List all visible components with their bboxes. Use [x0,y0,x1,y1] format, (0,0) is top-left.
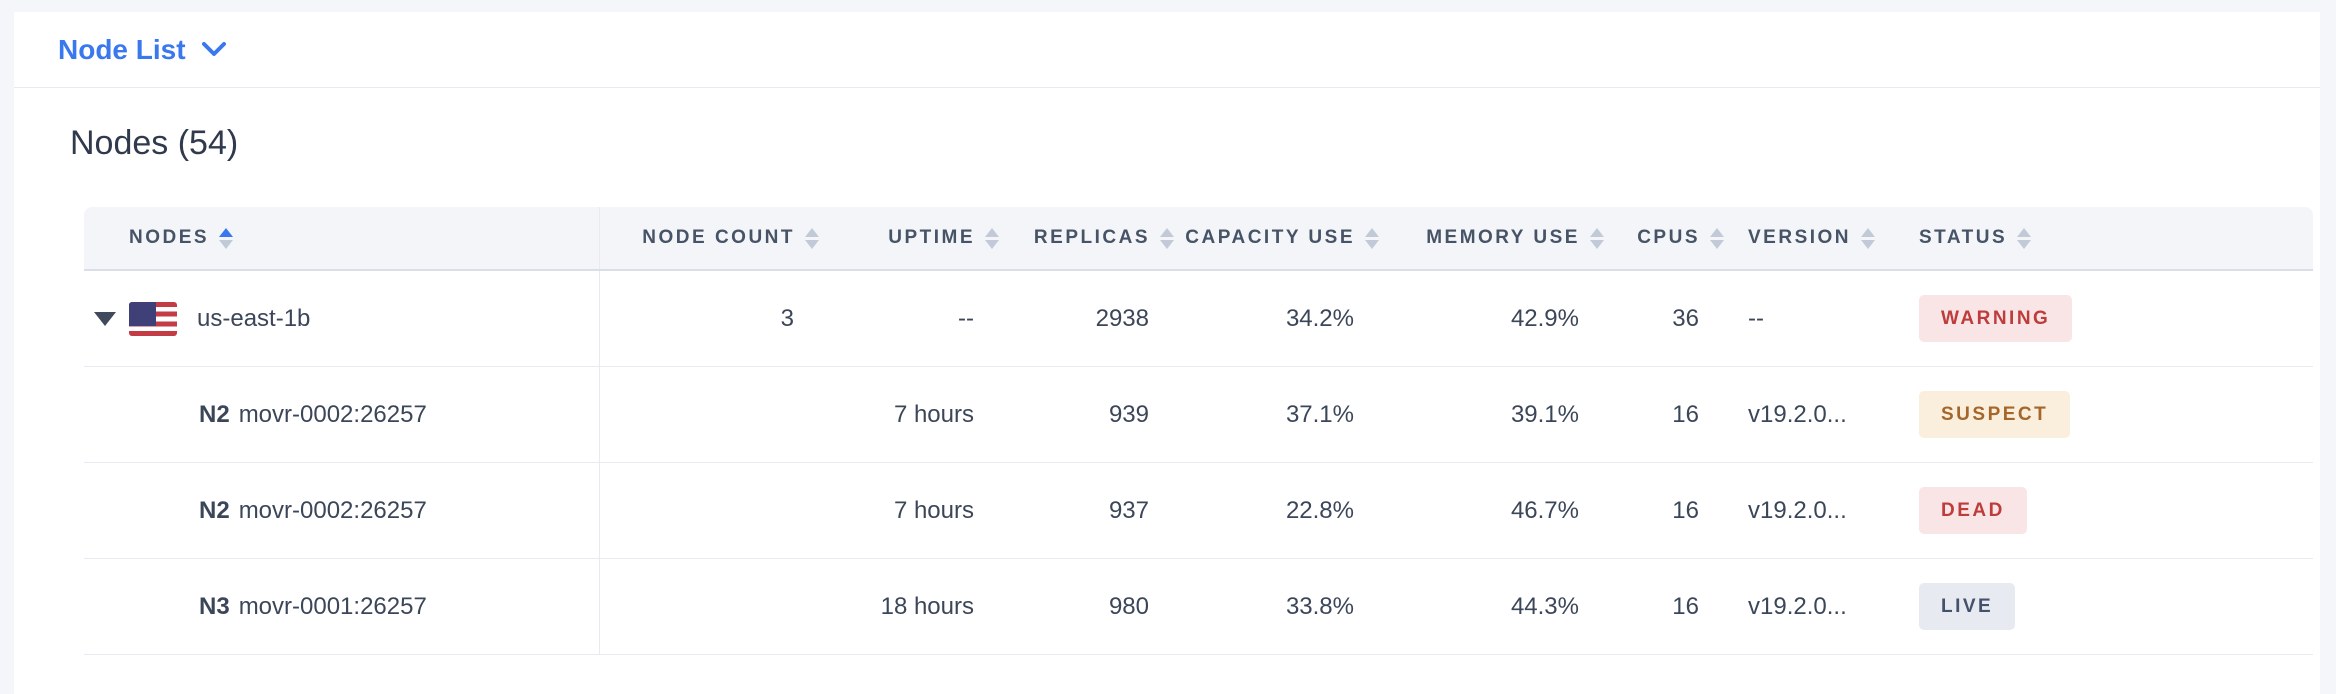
table-row-node[interactable]: N2 movr-0002:26257 7 hours 937 22.8% 46.… [84,463,2313,559]
nodes-table: NODES NODE COUNT UPTIME REPLICAS CAPACIT… [84,207,2313,655]
node-list-card: Node List Nodes (54) NODES NODE COUNT [14,12,2320,694]
sort-icon[interactable] [1365,227,1379,249]
column-header-node-count[interactable]: NODE COUNT [599,207,819,269]
sort-icon[interactable] [1710,227,1724,249]
region-name: us-east-1b [197,304,311,332]
sort-icon[interactable] [1160,227,1174,249]
version-cell: v19.2.0... [1748,592,1847,620]
column-header-capacity-use[interactable]: CAPACITY USE [1174,207,1379,269]
status-badge: DEAD [1919,487,2027,534]
status-cell: SUSPECT [1909,367,2313,462]
node-id: N2 [199,400,230,428]
node-name-cell: N2 movr-0002:26257 [84,367,599,462]
capacity-use-cell: 37.1% [1285,400,1354,428]
node-count-cell [599,559,819,654]
column-header-cpus[interactable]: CPUS [1604,207,1724,269]
node-id: N3 [199,592,230,620]
us-flag-icon [129,301,177,336]
cpus-cell: 16 [1672,496,1699,524]
status-cell: DEAD [1909,463,2313,558]
version-cell: -- [1748,304,1764,332]
sort-icon[interactable] [219,227,234,249]
node-list-dropdown[interactable]: Node List [58,34,226,66]
column-header-uptime[interactable]: UPTIME [819,207,999,269]
table-header-row: NODES NODE COUNT UPTIME REPLICAS CAPACIT… [84,207,2313,271]
sort-icon[interactable] [1590,227,1604,249]
uptime-cell: -- [958,304,974,332]
sort-icon[interactable] [1861,227,1876,249]
replicas-cell: 937 [1108,496,1149,524]
version-cell: v19.2.0... [1748,400,1847,428]
node-address: movr-0002:26257 [238,400,427,428]
column-header-replicas[interactable]: REPLICAS [999,207,1174,269]
node-id: N2 [199,496,230,524]
uptime-cell: 7 hours [893,400,974,428]
cpus-cell: 16 [1672,592,1699,620]
replicas-cell: 939 [1108,400,1149,428]
replicas-cell: 980 [1108,592,1149,620]
node-count-cell [599,367,819,462]
node-address: movr-0001:26257 [238,592,427,620]
memory-use-cell: 42.9% [1510,304,1579,332]
capacity-use-cell: 34.2% [1285,304,1354,332]
capacity-use-cell: 33.8% [1285,592,1354,620]
column-header-nodes[interactable]: NODES [84,207,599,269]
version-cell: v19.2.0... [1748,496,1847,524]
table-row-region[interactable]: us-east-1b 3 -- 2938 34.2% 42.9% 36 -- W… [84,271,2313,367]
status-badge: LIVE [1919,583,2016,630]
node-name-cell: N2 movr-0002:26257 [84,463,599,558]
status-badge: SUSPECT [1919,391,2071,438]
node-address: movr-0002:26257 [238,496,427,524]
column-header-version[interactable]: VERSION [1724,207,1909,269]
collapse-triangle-icon[interactable] [94,311,116,326]
sort-icon[interactable] [805,227,819,249]
cpus-cell: 36 [1672,304,1699,332]
status-badge: WARNING [1919,295,2073,342]
status-cell: WARNING [1909,271,2313,366]
node-list-dropdown-label: Node List [58,33,186,65]
status-cell: LIVE [1909,559,2313,654]
replicas-cell: 2938 [1095,304,1149,332]
uptime-cell: 18 hours [880,592,974,620]
table-row-node[interactable]: N3 movr-0001:26257 18 hours 980 33.8% 44… [84,559,2313,655]
sort-icon[interactable] [985,227,999,249]
memory-use-cell: 44.3% [1510,592,1579,620]
chevron-down-icon [201,41,226,62]
column-header-status[interactable]: STATUS [1909,207,2313,269]
page-title: Nodes (54) [70,124,239,162]
uptime-cell: 7 hours [893,496,974,524]
sort-icon[interactable] [2017,227,2032,249]
node-count-cell [599,463,819,558]
cpus-cell: 16 [1672,400,1699,428]
table-row-node[interactable]: N2 movr-0002:26257 7 hours 939 37.1% 39.… [84,367,2313,463]
capacity-use-cell: 22.8% [1285,496,1354,524]
memory-use-cell: 46.7% [1510,496,1579,524]
node-count-cell: 3 [599,271,819,366]
node-name-cell: N3 movr-0001:26257 [84,559,599,654]
view-selector-bar: Node List [14,12,2320,88]
memory-use-cell: 39.1% [1510,400,1579,428]
column-header-memory-use[interactable]: MEMORY USE [1379,207,1604,269]
region-name-cell: us-east-1b [84,271,599,366]
